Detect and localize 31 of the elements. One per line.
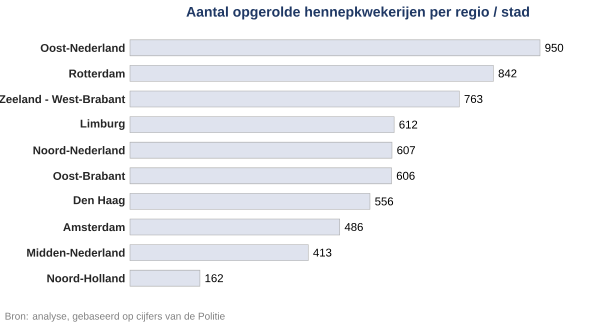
bar — [130, 244, 309, 261]
y-tick-label: Amsterdam — [63, 222, 125, 232]
bar — [130, 65, 494, 82]
data-label: 556 — [375, 197, 394, 206]
data-label: 842 — [498, 69, 516, 78]
text: Bron: analyse, gebaseerd op cijfers van de Politie — [6, 312, 225, 322]
data-label: 413 — [313, 248, 332, 257]
data-label: 486 — [344, 223, 363, 232]
bar — [130, 270, 200, 286]
y-tick-label: Limburg — [80, 119, 125, 130]
y-tick-label: Oost-Brabant — [53, 172, 126, 180]
bar — [130, 90, 460, 108]
bar — [130, 40, 540, 56]
y-tick-label: Noord-Holland — [47, 274, 125, 282]
data-label: 162 — [205, 274, 223, 282]
y-tick-label: Noord-Nederland — [33, 146, 125, 154]
data-label: 612 — [399, 120, 418, 129]
data-label: 606 — [396, 172, 415, 180]
data-label: 763 — [464, 94, 482, 104]
bar — [130, 168, 392, 184]
bar — [130, 142, 392, 158]
bar — [130, 116, 394, 133]
y-tick-label: Rotterdam — [69, 69, 125, 78]
bar — [130, 218, 340, 236]
bar — [130, 193, 370, 210]
y-tick-label: Oost-Nederland — [40, 44, 125, 52]
y-tick-label: Den Haag — [74, 196, 125, 207]
data-label: 950 — [545, 44, 564, 52]
y-tick-label: Midden-Nederland — [27, 248, 125, 257]
data-label: 607 — [397, 146, 416, 154]
chart-title: Aantal opgerolde hennepkwekerijen per regio / stad — [186, 6, 530, 20]
